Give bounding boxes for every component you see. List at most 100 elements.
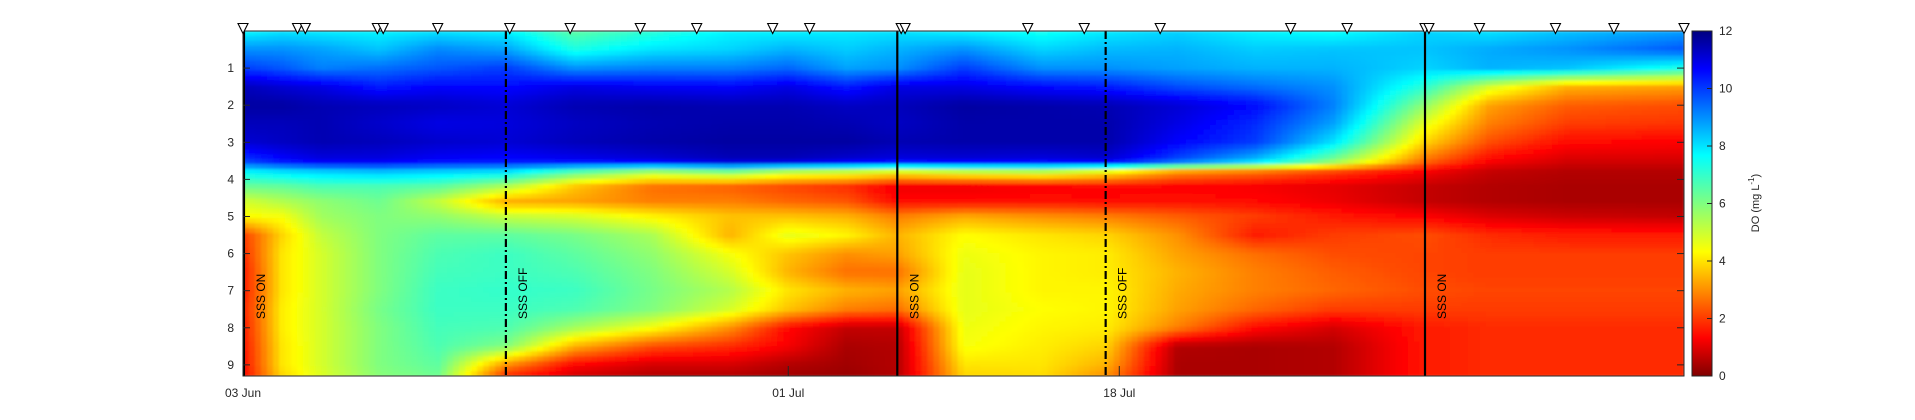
heatmap-cell <box>1587 100 1595 106</box>
heatmap-cell <box>1041 35 1049 42</box>
heatmap-cell <box>639 119 647 126</box>
heatmap-cell <box>1257 109 1265 116</box>
heatmap-cell <box>819 80 827 87</box>
heatmap-cell <box>1605 85 1613 91</box>
heatmap-cell <box>1389 75 1397 82</box>
heatmap-cell <box>1629 40 1637 47</box>
heatmap-cell <box>537 100 544 106</box>
heatmap-cell <box>411 70 418 77</box>
heatmap-cell <box>999 85 1007 91</box>
heatmap-cell <box>777 119 785 126</box>
heatmap-cell <box>267 95 274 101</box>
heatmap-cell <box>489 40 496 47</box>
heatmap-cell <box>423 65 430 72</box>
heatmap-cell <box>297 45 304 52</box>
heatmap-cell <box>1563 90 1571 96</box>
heatmap-cell <box>507 50 514 57</box>
heatmap-cell <box>729 35 737 42</box>
heatmap-cell <box>297 31 304 37</box>
heatmap-cell <box>699 95 707 101</box>
heatmap-cell <box>1197 90 1205 96</box>
heatmap-cell <box>1113 31 1121 37</box>
heatmap-cell <box>471 45 478 52</box>
heatmap-cell <box>1179 119 1187 126</box>
heatmap-cell <box>297 114 304 121</box>
heatmap-cell <box>573 129 581 136</box>
heatmap-cell <box>321 70 328 77</box>
heatmap-cell <box>885 129 893 136</box>
heatmap-cell <box>993 95 1001 101</box>
heatmap-cell <box>1569 35 1577 42</box>
heatmap-cell <box>1293 129 1301 136</box>
heatmap-cell <box>489 75 496 82</box>
heatmap-cell <box>1515 35 1523 42</box>
heatmap-cell <box>987 55 995 62</box>
heatmap-cell <box>1197 109 1205 116</box>
heatmap-cell <box>435 80 442 87</box>
heatmap-cell <box>1407 60 1415 67</box>
heatmap-cell <box>495 124 502 131</box>
heatmap-cell <box>669 50 677 57</box>
heatmap-cell <box>513 129 520 136</box>
heatmap-cell <box>1395 90 1403 96</box>
heatmap-cell <box>507 129 514 136</box>
heatmap-cell <box>1053 70 1061 77</box>
heatmap-cell <box>327 95 334 101</box>
heatmap-cell <box>1209 31 1217 37</box>
heatmap-cell <box>345 80 352 87</box>
heatmap-cell <box>1455 45 1463 52</box>
heatmap-cell <box>1678 40 1684 47</box>
heatmap-cell <box>729 104 737 111</box>
heatmap-cell <box>1107 95 1115 101</box>
heatmap-cell <box>957 40 965 47</box>
heatmap-cell <box>1401 50 1409 57</box>
heatmap-cell <box>1551 70 1559 77</box>
heatmap-cell <box>1678 124 1684 131</box>
heatmap-cell <box>681 124 689 131</box>
heatmap-cell <box>357 124 364 131</box>
heatmap-cell <box>507 95 514 101</box>
heatmap-cell <box>975 50 983 57</box>
heatmap-cell <box>465 55 472 62</box>
heatmap-cell <box>1617 124 1625 131</box>
heatmap-cell <box>333 35 340 42</box>
heatmap-cell <box>285 124 292 131</box>
heatmap-cell <box>417 50 424 57</box>
heatmap-cell <box>1527 95 1535 101</box>
heatmap-cell <box>303 75 310 82</box>
heatmap-cell <box>1587 55 1595 62</box>
heatmap-cell <box>1491 85 1499 91</box>
heatmap-cell <box>1599 60 1607 67</box>
heatmap-cell <box>399 104 406 111</box>
heatmap-cell <box>261 100 268 106</box>
heatmap-cell <box>1071 45 1079 52</box>
heatmap-cell <box>423 95 430 101</box>
heatmap-cell <box>1671 31 1679 37</box>
heatmap-cell <box>1635 104 1643 111</box>
heatmap-cell <box>1281 80 1289 87</box>
heatmap-cell <box>369 119 376 126</box>
heatmap-cell <box>981 129 989 136</box>
heatmap-cell <box>411 35 418 42</box>
heatmap-cell <box>1257 114 1265 121</box>
heatmap-cell <box>1299 95 1307 101</box>
heatmap-cell <box>375 50 382 57</box>
heatmap-cell <box>999 70 1007 77</box>
heatmap-cell <box>609 40 617 47</box>
heatmap-cell <box>909 109 917 116</box>
heatmap-cell <box>675 104 683 111</box>
heatmap-cell <box>1203 95 1211 101</box>
heatmap-cell <box>729 31 737 37</box>
heatmap-cell <box>1437 35 1445 42</box>
heatmap-cell <box>543 70 551 77</box>
heatmap-cell <box>567 50 575 57</box>
heatmap-cell <box>1509 50 1517 57</box>
heatmap-cell <box>1287 80 1295 87</box>
heatmap-cell <box>387 45 394 52</box>
heatmap-cell <box>999 35 1007 42</box>
heatmap-cell <box>1155 124 1163 131</box>
heatmap-cell <box>825 40 833 47</box>
heatmap-cell <box>1047 114 1055 121</box>
heatmap-cell <box>1389 109 1397 116</box>
heatmap-cell <box>525 129 532 136</box>
